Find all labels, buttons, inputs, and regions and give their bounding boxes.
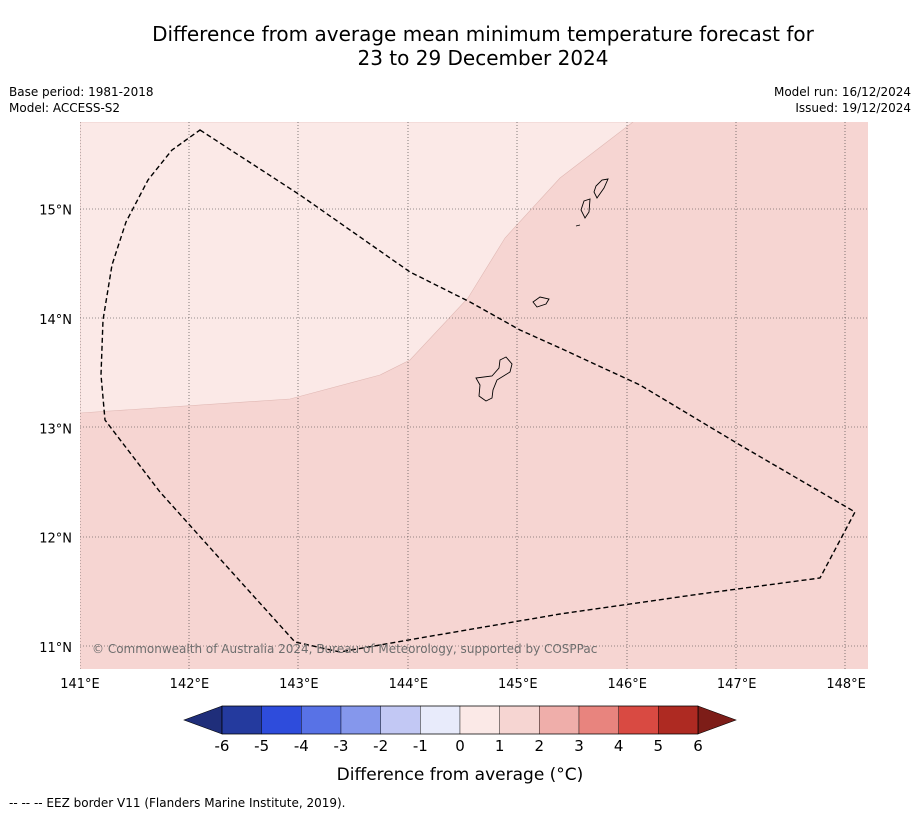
colorbar-tick-label: 0	[455, 737, 465, 755]
meta-right: Model run: 16/12/2024 Issued: 19/12/2024	[774, 84, 911, 116]
eez-footnote: -- -- -- EEZ border V11 (Flanders Marine…	[9, 796, 346, 810]
lat-tick-label: 13°N	[39, 422, 72, 437]
lon-tick-label: 142°E	[170, 677, 210, 692]
colorbar-tick-label: 4	[614, 737, 624, 755]
lon-tick-label: 148°E	[826, 677, 866, 692]
model-label: Model: ACCESS-S2	[9, 101, 121, 115]
lat-tick-labels: 11°N 12°N 13°N 14°N 15°N	[39, 204, 72, 657]
colorbar-tick-label: -2	[373, 737, 388, 755]
island-guam	[475, 356, 513, 402]
colorbar: -6 -5 -4 -3 -2 -1 0 1 2 3 4 5 6 Difference from aver…	[183, 705, 737, 785]
island-rota	[532, 296, 550, 308]
lon-tick-label: 143°E	[279, 677, 319, 692]
lon-tick-label: 145°E	[498, 677, 538, 692]
colorbar-cell	[301, 705, 342, 735]
colorbar-tick-label: -5	[254, 737, 269, 755]
grid-lines	[80, 122, 868, 669]
map-band-0-1	[80, 122, 634, 414]
map-copyright: © Commonwealth of Australia 2024, Bureau…	[92, 642, 597, 656]
islands	[475, 178, 609, 402]
colorbar-cell	[499, 705, 540, 735]
colorbar-cell	[578, 705, 619, 735]
colorbar-tick-label: 3	[574, 737, 584, 755]
colorbar-tick-label: 5	[654, 737, 664, 755]
title-line-1: Difference from average mean minimum tem…	[152, 22, 814, 46]
lon-tick-labels: 141°E 142°E 143°E 144°E 145°E 146°E 147°E 148°E	[60, 677, 866, 692]
lon-tick-label: 141°E	[60, 677, 100, 692]
colorbar-tick-label: 6	[693, 737, 703, 755]
lat-tick-label: 12°N	[39, 532, 72, 547]
colorbar-frame	[221, 705, 699, 735]
colorbar-cell	[618, 705, 659, 735]
chart-title: Difference from average mean minimum tem…	[0, 22, 919, 70]
issued-label: Issued: 19/12/2024	[795, 101, 911, 115]
colorbar-over-arrow	[697, 705, 737, 735]
island-aguijan	[575, 224, 581, 227]
colorbar-under-arrow	[183, 705, 223, 735]
island-tinian	[580, 198, 591, 219]
forecast-map: © Commonwealth of Australia 2024, Bureau…	[39, 122, 868, 785]
lat-tick-label: 15°N	[39, 204, 72, 219]
colorbar-cell	[380, 705, 421, 735]
model-run-label: Model run: 16/12/2024	[773, 85, 911, 99]
eez-border	[100, 129, 856, 653]
lon-tick-label: 144°E	[389, 677, 429, 692]
colorbar-tick-label: -6	[215, 737, 230, 755]
colorbar-cell	[420, 705, 461, 735]
meta-left: Base period: 1981-2018 Model: ACCESS-S2	[9, 84, 154, 116]
colorbar-cell	[261, 705, 302, 735]
colorbar-cell	[539, 705, 580, 735]
colorbar-tick-label: 1	[495, 737, 505, 755]
colorbar-tick-label: -3	[334, 737, 349, 755]
colorbar-cell	[221, 705, 262, 735]
colorbar-tick-label: -1	[413, 737, 428, 755]
title-line-2: 23 to 29 December 2024	[357, 46, 609, 70]
lat-tick-label: 14°N	[39, 313, 72, 328]
colorbar-cell	[459, 705, 500, 735]
base-period-label: Base period: 1981-2018	[9, 85, 154, 99]
lon-tick-label: 147°E	[717, 677, 757, 692]
lon-tick-label: 146°E	[607, 677, 647, 692]
island-saipan	[593, 178, 609, 199]
colorbar-label: Difference from average (°C)	[337, 765, 584, 785]
colorbar-tick-label: 2	[535, 737, 545, 755]
colorbar-cell	[340, 705, 381, 735]
colorbar-cell	[658, 705, 699, 735]
colorbar-tick-label: -4	[294, 737, 309, 755]
lat-tick-label: 11°N	[39, 641, 72, 656]
